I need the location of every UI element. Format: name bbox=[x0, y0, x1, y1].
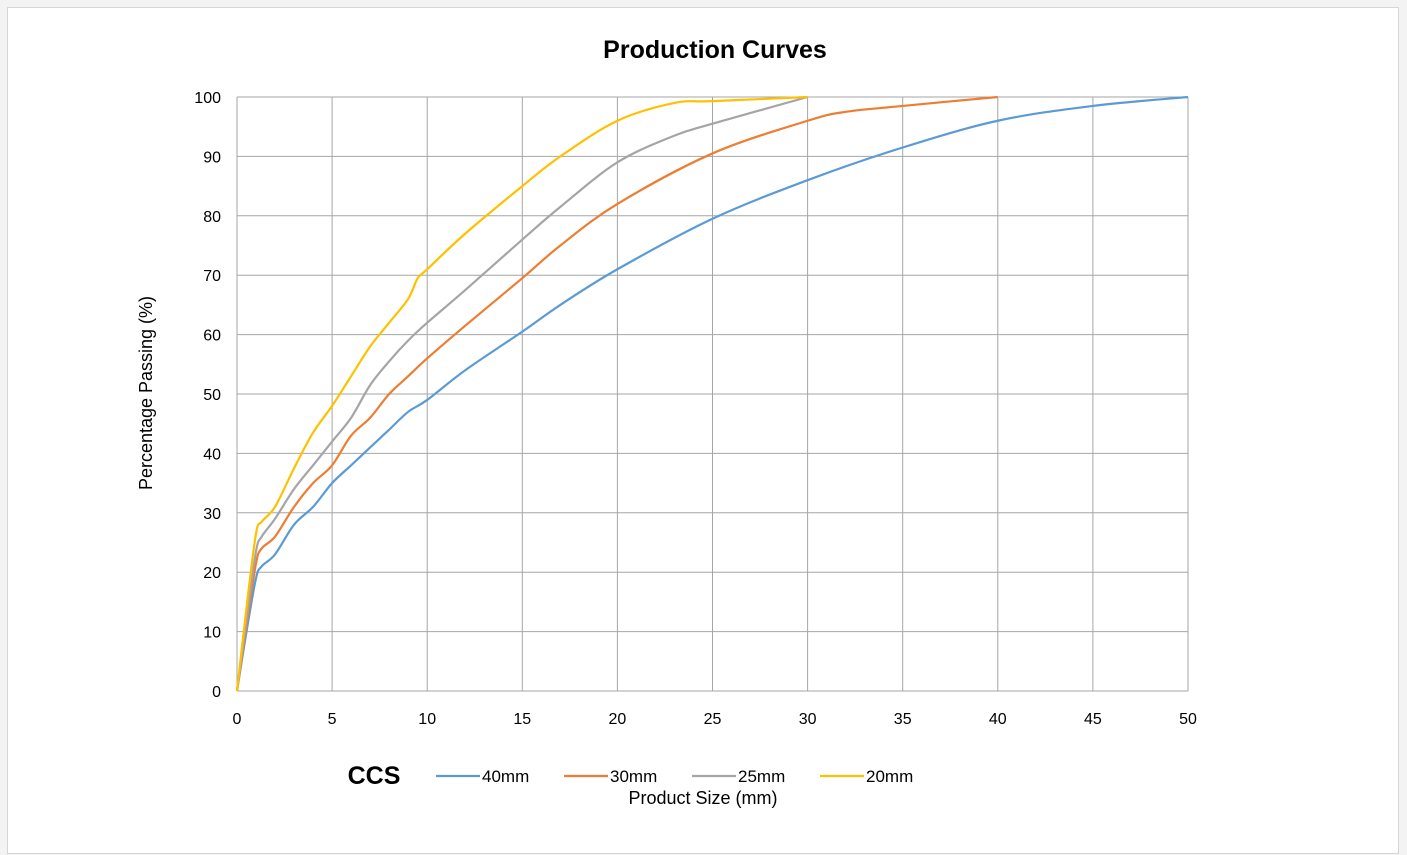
y-tick-label: 20 bbox=[203, 565, 221, 582]
y-axis-ticks: 0 10 20 30 40 50 60 70 80 90 100 bbox=[194, 90, 221, 701]
y-tick-label: 0 bbox=[212, 684, 221, 701]
x-tick-label: 5 bbox=[328, 711, 337, 728]
legend-label-20mm: 20mm bbox=[866, 767, 913, 786]
y-tick-label: 60 bbox=[203, 328, 221, 345]
x-axis-ticks: 0 5 10 15 20 25 30 35 40 45 50 bbox=[233, 711, 1197, 728]
y-tick-label: 50 bbox=[203, 387, 221, 404]
y-tick-label: 100 bbox=[194, 90, 221, 107]
x-tick-label: 15 bbox=[513, 711, 531, 728]
x-tick-label: 40 bbox=[989, 711, 1007, 728]
legend: CCS 40mm 30mm 25mm 20mm bbox=[348, 762, 914, 790]
x-tick-label: 50 bbox=[1179, 711, 1197, 728]
series-line-25mm bbox=[235, 95, 808, 692]
y-tick-label: 90 bbox=[203, 149, 221, 166]
x-axis-label: Product Size (mm) bbox=[628, 788, 777, 808]
x-tick-label: 35 bbox=[894, 711, 912, 728]
chart-frame: Production Curves 0 10 20 30 40 50 60 70 80 90 100… bbox=[7, 7, 1399, 854]
series-line-40mm bbox=[235, 95, 1189, 692]
x-tick-label: 20 bbox=[609, 711, 627, 728]
x-tick-label: 30 bbox=[799, 711, 817, 728]
y-tick-label: 40 bbox=[203, 446, 221, 463]
y-tick-label: 10 bbox=[203, 625, 221, 642]
legend-title: CCS bbox=[348, 762, 401, 790]
legend-label-30mm: 30mm bbox=[610, 767, 657, 786]
x-tick-label: 10 bbox=[418, 711, 436, 728]
y-tick-label: 30 bbox=[203, 506, 221, 523]
x-tick-label: 45 bbox=[1084, 711, 1102, 728]
chart-grid bbox=[236, 96, 1189, 692]
chart-title: Production Curves bbox=[603, 36, 827, 64]
y-tick-label: 80 bbox=[203, 209, 221, 226]
series-line-20mm bbox=[235, 95, 808, 692]
production-curves-chart: Production Curves 0102030405060708090100… bbox=[136, 36, 1197, 808]
x-tick-label: 0 bbox=[233, 711, 242, 728]
y-tick-label: 70 bbox=[203, 268, 221, 285]
series-lines bbox=[235, 95, 1189, 692]
series-line-30mm bbox=[235, 95, 998, 692]
x-tick-label: 25 bbox=[704, 711, 722, 728]
y-axis-label: Percentage Passing (%) bbox=[136, 296, 156, 490]
legend-label-40mm: 40mm bbox=[482, 767, 529, 786]
legend-label-25mm: 25mm bbox=[738, 767, 785, 786]
